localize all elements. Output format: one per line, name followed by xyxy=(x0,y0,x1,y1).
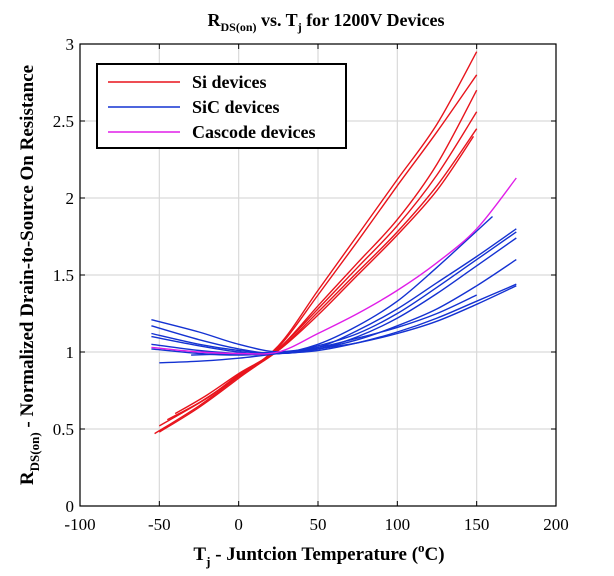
series-line-si-devices-3 xyxy=(166,111,478,421)
series-line-si-devices-5 xyxy=(174,136,475,418)
legend-item-cascode: Cascode devices xyxy=(108,122,315,142)
series-line-cascode-devices-14 xyxy=(151,177,517,355)
series-line-sic-devices-12 xyxy=(159,285,517,364)
y-tick-label: 0 xyxy=(66,497,75,516)
x-tick-label: 0 xyxy=(234,515,243,534)
series-line-si-devices-0 xyxy=(154,51,478,435)
series-line-sic-devices-6 xyxy=(151,228,517,353)
series-layer xyxy=(151,51,517,435)
x-tick-label: 100 xyxy=(385,515,411,534)
x-tick-label: 200 xyxy=(543,515,569,534)
legend-item-si: Si devices xyxy=(108,72,267,92)
x-axis-label: Tj - Juntcion Temperature (oC) xyxy=(193,540,444,569)
y-tick-label: 1 xyxy=(66,343,75,362)
legend-item-sic: SiC devices xyxy=(108,97,280,117)
y-tick-label: 3 xyxy=(66,35,75,54)
series-line-sic-devices-9 xyxy=(151,215,493,355)
y-axis: 0 0.5 1 1.5 2 2.5 3 xyxy=(53,35,556,516)
x-tick-label: 150 xyxy=(464,515,490,534)
legend-box xyxy=(96,63,347,149)
y-tick-label: 0.5 xyxy=(53,420,74,439)
legend-label-si: Si devices xyxy=(192,72,267,92)
y-tick-label: 2 xyxy=(66,189,75,208)
legend-label-sic: SiC devices xyxy=(192,97,280,117)
y-tick-label: 1.5 xyxy=(53,266,74,285)
y-tick-label: 2.5 xyxy=(53,112,74,131)
legend: Si devices SiC devices Cascode devices xyxy=(96,63,347,149)
series-line-sic-devices-7 xyxy=(151,231,517,355)
series-line-si-devices-2 xyxy=(174,89,478,415)
x-tick-label: -50 xyxy=(148,515,171,534)
y-axis-label: RDS(on) - Normalized Drain-to-Source On … xyxy=(17,65,42,485)
x-axis: -100 -50 0 50 100 150 200 xyxy=(64,44,569,534)
series-line-si-devices-1 xyxy=(158,74,478,433)
x-tick-label: -100 xyxy=(64,515,95,534)
legend-label-cascode: Cascode devices xyxy=(192,122,315,142)
series-line-sic-devices-10 xyxy=(151,259,517,355)
chart-title: RDS(on) vs. Tj for 1200V Devices xyxy=(207,10,444,34)
x-tick-label: 50 xyxy=(310,515,327,534)
